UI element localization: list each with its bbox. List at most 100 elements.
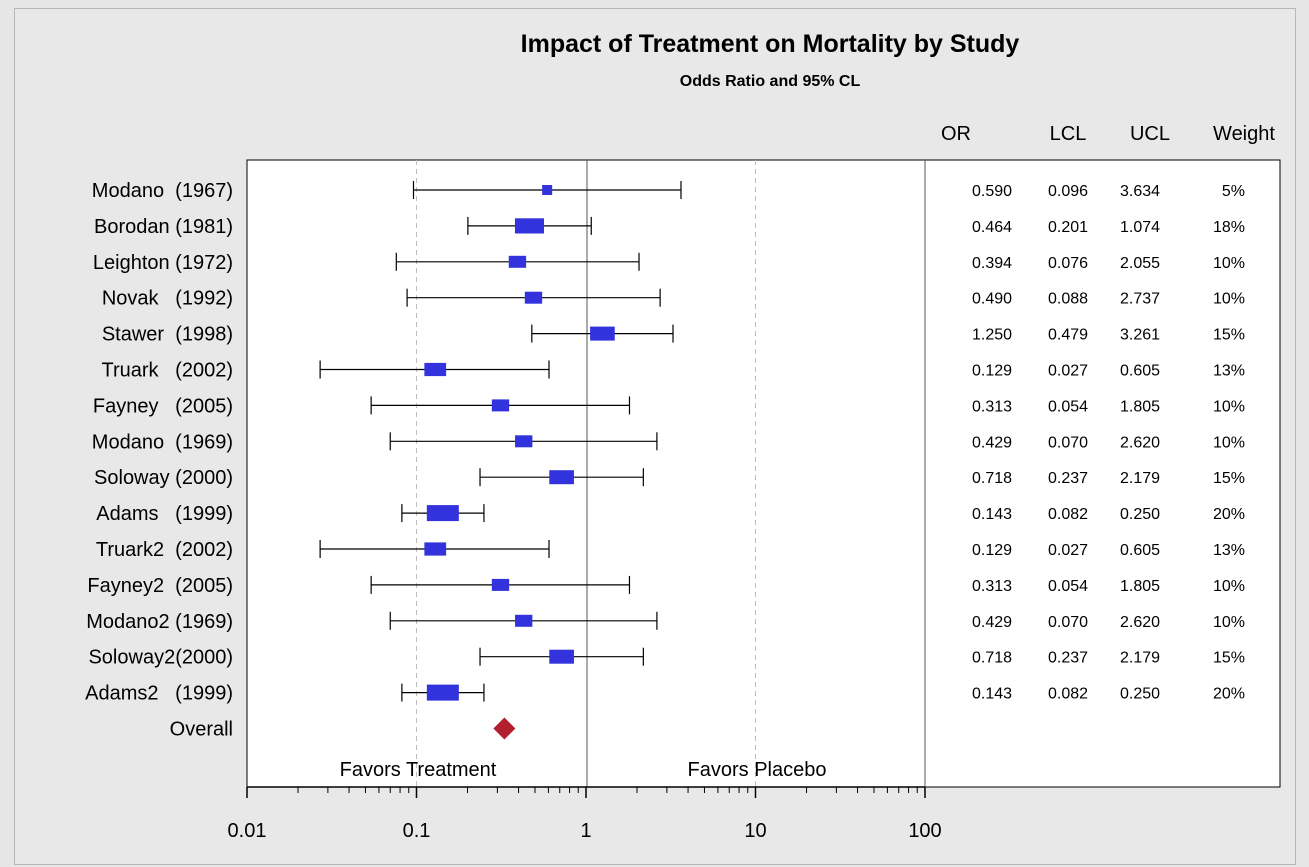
table-cell-weight: 15%: [1213, 470, 1245, 487]
table-cell-or: 0.429: [972, 614, 1012, 631]
table-cell-lcl: 0.027: [1048, 542, 1088, 559]
table-cell-or: 0.129: [972, 542, 1012, 559]
table-cell-lcl: 0.201: [1048, 219, 1088, 236]
column-header: OR: [941, 123, 971, 145]
table-cell-ucl: 1.805: [1120, 578, 1160, 595]
study-label: Truark (2002): [101, 360, 233, 382]
odds-ratio-marker: [508, 255, 527, 268]
table-cell-weight: 15%: [1213, 327, 1245, 344]
odds-ratio-marker: [426, 505, 459, 522]
table-cell-or: 0.313: [972, 578, 1012, 595]
table-cell-weight: 10%: [1213, 255, 1245, 272]
odds-ratio-marker: [424, 362, 447, 377]
x-tick-label: 1: [580, 820, 591, 842]
table-cell-weight: 10%: [1213, 578, 1245, 595]
table-cell-or: 0.718: [972, 650, 1012, 667]
table-cell-lcl: 0.070: [1048, 614, 1088, 631]
table-cell-or: 0.143: [972, 686, 1012, 703]
study-label: Soloway (2000): [94, 467, 233, 489]
table-cell-or: 0.129: [972, 363, 1012, 380]
table-cell-lcl: 0.237: [1048, 470, 1088, 487]
table-cell-ucl: 2.055: [1120, 255, 1160, 272]
table-cell-weight: 10%: [1213, 398, 1245, 415]
study-label: Novak (1992): [102, 288, 233, 310]
overall-marker: [493, 717, 516, 740]
study-label: Modano (1969): [92, 431, 233, 453]
odds-ratio-marker: [514, 218, 545, 234]
table-cell-or: 0.490: [972, 291, 1012, 308]
overall-label: Overall: [170, 719, 233, 741]
table-cell-weight: 20%: [1213, 686, 1245, 703]
odds-ratio-marker: [549, 470, 574, 485]
study-label: Modano2 (1969): [86, 611, 233, 633]
table-cell-or: 1.250: [972, 327, 1012, 344]
table-cell-ucl: 2.179: [1120, 470, 1160, 487]
odds-ratio-marker: [515, 435, 533, 448]
table-cell-or: 0.429: [972, 434, 1012, 451]
x-tick-label: 0.1: [403, 820, 431, 842]
table-cell-lcl: 0.054: [1048, 578, 1088, 595]
column-header: LCL: [1050, 123, 1087, 145]
table-cell-or: 0.394: [972, 255, 1012, 272]
table-cell-weight: 10%: [1213, 291, 1245, 308]
table-cell-ucl: 0.605: [1120, 363, 1160, 380]
table-cell-weight: 10%: [1213, 614, 1245, 631]
table-cell-or: 0.590: [972, 183, 1012, 200]
x-tick-label: 0.01: [228, 820, 267, 842]
table-cell-lcl: 0.479: [1048, 327, 1088, 344]
table-cell-ucl: 0.250: [1120, 506, 1160, 523]
table-cell-lcl: 0.096: [1048, 183, 1088, 200]
study-label: Adams2 (1999): [85, 683, 233, 705]
study-label: Stawer (1998): [102, 324, 233, 346]
favors-treatment-label: Favors Treatment: [340, 759, 497, 781]
table-cell-weight: 10%: [1213, 434, 1245, 451]
table-cell-ucl: 1.805: [1120, 398, 1160, 415]
table-cell-lcl: 0.082: [1048, 686, 1088, 703]
column-header: Weight: [1213, 123, 1275, 145]
plot-area: [246, 159, 1281, 788]
table-cell-lcl: 0.088: [1048, 291, 1088, 308]
odds-ratio-marker: [424, 542, 447, 556]
table-cell-ucl: 2.737: [1120, 291, 1160, 308]
table-cell-lcl: 0.076: [1048, 255, 1088, 272]
chart-subtitle: Odds Ratio and 95% CL: [679, 73, 861, 90]
table-cell-lcl: 0.070: [1048, 434, 1088, 451]
table-cell-weight: 5%: [1222, 183, 1245, 200]
table-cell-weight: 13%: [1213, 363, 1245, 380]
table-cell-or: 0.718: [972, 470, 1012, 487]
favors-placebo-label: Favors Placebo: [688, 759, 827, 781]
table-cell-or: 0.464: [972, 219, 1012, 236]
study-label: Leighton (1972): [93, 252, 233, 274]
table-cell-lcl: 0.237: [1048, 650, 1088, 667]
table-cell-ucl: 3.261: [1120, 327, 1160, 344]
table-cell-ucl: 0.605: [1120, 542, 1160, 559]
table-cell-ucl: 2.179: [1120, 650, 1160, 667]
table-cell-lcl: 0.054: [1048, 398, 1088, 415]
odds-ratio-marker: [515, 614, 533, 627]
odds-ratio-marker: [590, 326, 615, 341]
table-cell-lcl: 0.082: [1048, 506, 1088, 523]
odds-ratio-marker: [524, 291, 543, 304]
odds-ratio-marker: [491, 399, 510, 412]
chart-title: Impact of Treatment on Mortality by Stud…: [520, 30, 1020, 58]
study-label: Fayney (2005): [93, 395, 233, 417]
table-cell-weight: 18%: [1213, 219, 1245, 236]
odds-ratio-marker: [542, 185, 553, 195]
x-tick-label: 10: [744, 820, 766, 842]
table-cell-ucl: 3.634: [1120, 183, 1160, 200]
table-cell-ucl: 2.620: [1120, 614, 1160, 631]
table-cell-weight: 20%: [1213, 506, 1245, 523]
table-cell-ucl: 0.250: [1120, 686, 1160, 703]
table-cell-ucl: 1.074: [1120, 219, 1160, 236]
table-cell-weight: 15%: [1213, 650, 1245, 667]
study-label: Fayney2 (2005): [87, 575, 233, 597]
table-cell-weight: 13%: [1213, 542, 1245, 559]
odds-ratio-marker: [549, 649, 574, 664]
odds-ratio-marker: [426, 684, 459, 701]
study-label: Modano (1967): [92, 180, 233, 202]
column-header: UCL: [1130, 123, 1170, 145]
table-cell-lcl: 0.027: [1048, 363, 1088, 380]
study-label: Truark2 (2002): [96, 539, 233, 561]
study-label: Adams (1999): [96, 503, 233, 525]
table-cell-ucl: 2.620: [1120, 434, 1160, 451]
